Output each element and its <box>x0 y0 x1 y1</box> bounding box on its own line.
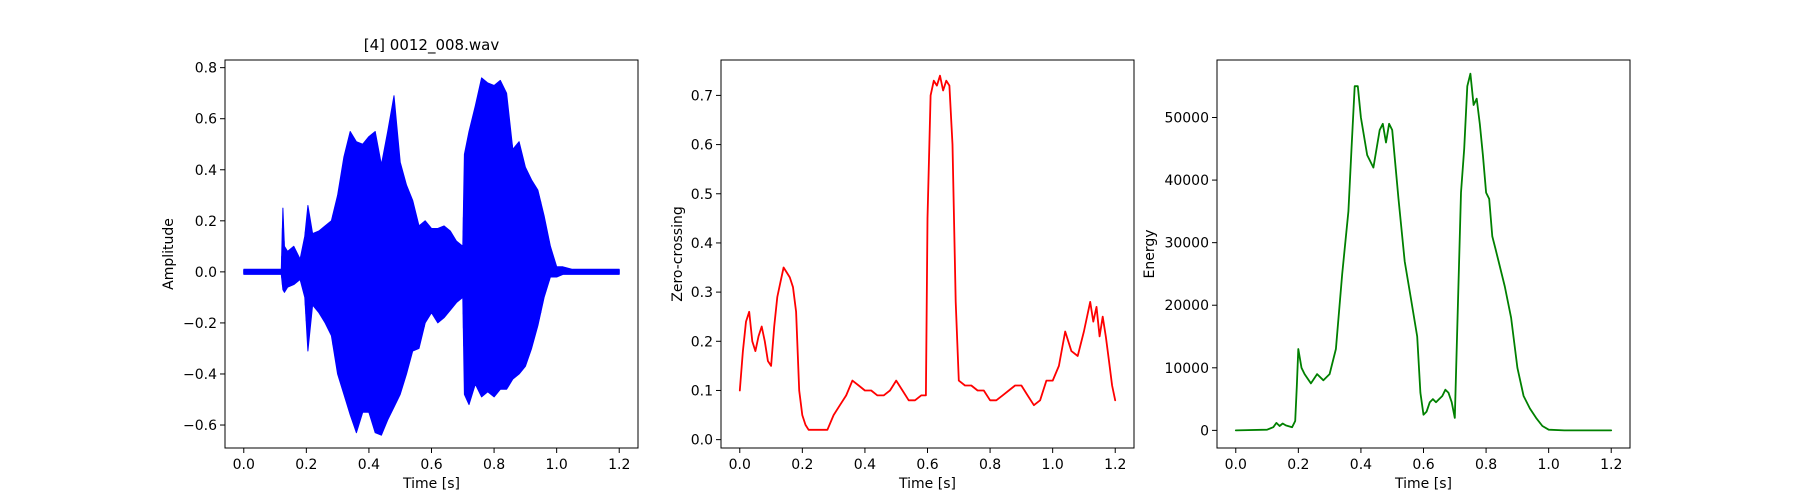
zero-crossing-xtick-label: 0.4 <box>854 457 876 473</box>
waveform-x-ticks: 0.0 0.2 0.4 0.6 0.8 1.0 1.2 <box>233 448 630 473</box>
zero-crossing-x-ticks: 0.0 0.2 0.4 0.6 0.8 1.0 1.2 <box>729 448 1126 473</box>
waveform-ytick-label: −0.2 <box>183 316 217 332</box>
waveform-ytick-label: −0.6 <box>183 418 217 434</box>
waveform-xtick-label: 1.0 <box>546 457 568 473</box>
zero-crossing-ytick-label: 0.6 <box>691 138 713 154</box>
energy-plot-area: 0.0 0.2 0.4 0.6 0.8 1.0 1.2 0 10000 20000 30000 40… <box>1164 59 1631 473</box>
energy-xtick-label: 0.8 <box>1475 457 1497 473</box>
energy-xtick-label: 1.2 <box>1600 457 1622 473</box>
energy-x-axis-label: Time [s] <box>1394 476 1452 492</box>
waveform-y-axis-label: Amplitude <box>161 218 177 290</box>
energy-axes-frame <box>1216 59 1631 449</box>
energy-ytick-label: 50000 <box>1164 111 1209 127</box>
waveform-plot-area: 0.0 0.2 0.4 0.6 0.8 1.0 1.2 −0.6 −0.4 −0.2 0.0 0.2… <box>183 59 639 473</box>
energy-panel: 0.0 0.2 0.4 0.6 0.8 1.0 1.2 0 10000 20000 30000 40… <box>1142 59 1631 492</box>
waveform-y-ticks: −0.6 −0.4 −0.2 0.0 0.2 0.4 0.6 0.8 <box>183 61 225 434</box>
waveform-xtick-label: 1.2 <box>608 457 630 473</box>
zero-crossing-ytick-label: 0.3 <box>691 285 713 301</box>
zero-crossing-ytick-label: 0.0 <box>691 433 713 449</box>
zero-crossing-xtick-label: 0.8 <box>979 457 1001 473</box>
zero-crossing-xtick-label: 0.0 <box>729 457 751 473</box>
waveform-ytick-label: 0.8 <box>195 61 217 77</box>
zero-crossing-panel: 0.0 0.2 0.4 0.6 0.8 1.0 1.2 0.0 0.1 0.2 0.3 0.4 0.5… <box>670 59 1135 492</box>
zero-crossing-xtick-label: 1.0 <box>1042 457 1064 473</box>
energy-series-line <box>1234 72 1613 432</box>
waveform-xtick-label: 0.0 <box>233 457 255 473</box>
waveform-ytick-label: 0.6 <box>195 112 217 128</box>
zero-crossing-plot-area: 0.0 0.2 0.4 0.6 0.8 1.0 1.2 0.0 0.1 0.2 0.3 0.4 0.5… <box>691 59 1135 473</box>
zero-crossing-ytick-label: 0.1 <box>691 383 713 399</box>
zero-crossing-ytick-label: 0.5 <box>691 187 713 203</box>
zero-crossing-y-axis-label: Zero-crossing <box>670 206 686 301</box>
energy-xtick-label: 0.0 <box>1225 457 1247 473</box>
waveform-panel: [4] 0012_008.wav 0.0 0.2 0.4 0.6 0.8 1.0 1.2 −… <box>161 36 639 492</box>
energy-ytick-label: 0 <box>1200 423 1209 439</box>
waveform-title: [4] 0012_008.wav <box>364 36 500 55</box>
waveform-ytick-label: 0.4 <box>195 163 217 179</box>
zero-crossing-series-layer <box>738 74 1117 431</box>
energy-xtick-label: 0.6 <box>1412 457 1434 473</box>
energy-ytick-label: 20000 <box>1164 298 1209 314</box>
waveform-xtick-label: 0.8 <box>483 457 505 473</box>
waveform-xtick-label: 0.2 <box>295 457 317 473</box>
zero-crossing-xtick-label: 0.2 <box>791 457 813 473</box>
zero-crossing-xtick-label: 1.2 <box>1104 457 1126 473</box>
zero-crossing-x-axis-label: Time [s] <box>898 476 956 492</box>
energy-xtick-label: 0.2 <box>1287 457 1309 473</box>
energy-x-ticks: 0.0 0.2 0.4 0.6 0.8 1.0 1.2 <box>1225 448 1622 473</box>
waveform-xtick-label: 0.6 <box>420 457 442 473</box>
waveform-x-axis-label: Time [s] <box>402 476 460 492</box>
waveform-ytick-label: 0.0 <box>195 265 217 281</box>
zero-crossing-ytick-label: 0.2 <box>691 334 713 350</box>
energy-ytick-label: 10000 <box>1164 361 1209 377</box>
zero-crossing-ytick-label: 0.7 <box>691 88 713 104</box>
zero-crossing-xtick-label: 0.6 <box>916 457 938 473</box>
zero-crossing-series-line <box>738 74 1117 431</box>
waveform-series-layer <box>243 77 620 436</box>
energy-series-layer <box>1234 72 1613 432</box>
energy-ytick-label: 30000 <box>1164 236 1209 252</box>
waveform-ytick-label: 0.2 <box>195 214 217 230</box>
energy-xtick-label: 1.0 <box>1538 457 1560 473</box>
energy-y-axis-label: Energy <box>1142 229 1158 278</box>
energy-xtick-label: 0.4 <box>1350 457 1372 473</box>
waveform-xtick-label: 0.4 <box>358 457 380 473</box>
energy-y-ticks: 0 10000 20000 30000 40000 50000 <box>1164 111 1217 439</box>
zero-crossing-ytick-label: 0.4 <box>691 236 713 252</box>
zero-crossing-y-ticks: 0.0 0.1 0.2 0.3 0.4 0.5 0.6 0.7 <box>691 88 721 449</box>
energy-ytick-label: 40000 <box>1164 173 1209 189</box>
waveform-ytick-label: −0.4 <box>183 367 217 383</box>
